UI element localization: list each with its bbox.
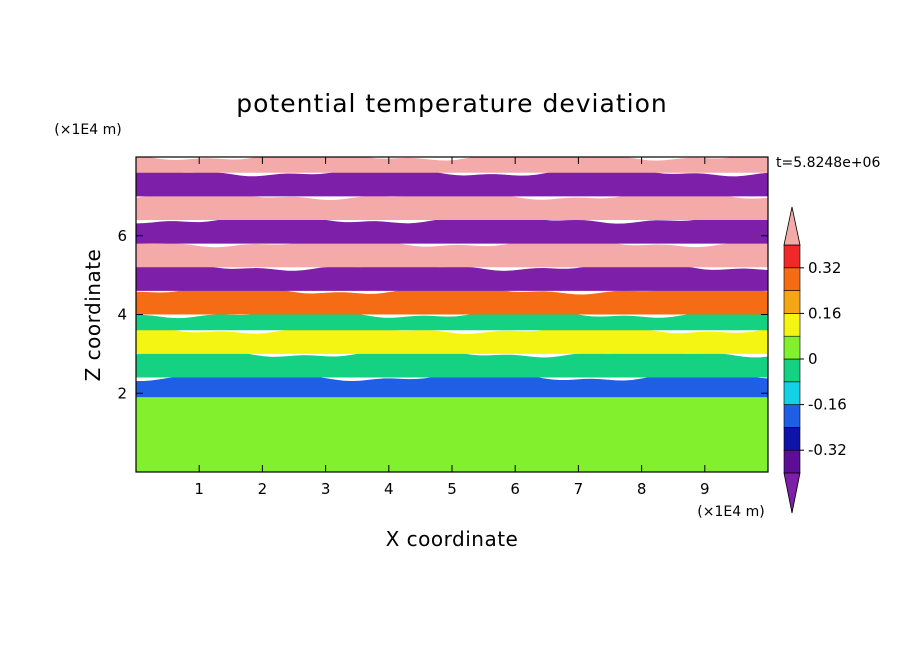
colorbar-bin — [783, 244, 801, 269]
colorbar-bin — [783, 335, 801, 360]
colorbar-bin — [783, 290, 801, 314]
field-layer — [136, 287, 768, 315]
colorbar-bin — [783, 313, 801, 337]
chart-title: potential temperature deviation — [236, 89, 667, 118]
field-layer — [136, 263, 768, 291]
axis-ticks: 1 2 3 4 5 6 7 8 9 2 4 6 — [117, 157, 768, 498]
colorbar-label: -0.32 — [808, 441, 847, 459]
field-layer — [136, 157, 768, 173]
colorbar-bin — [783, 404, 801, 428]
time-label: t=5.8248e+06 — [776, 155, 880, 171]
field-layer — [136, 216, 768, 244]
colorbar-bin — [783, 427, 801, 451]
x-tick-label: 5 — [447, 480, 457, 498]
colorbar-max-arrow — [783, 206, 801, 246]
colorbar-bin — [783, 381, 801, 405]
colorbar-bin — [783, 449, 801, 474]
field-layer — [136, 373, 768, 398]
y-axis-label: Z coordinate — [81, 249, 105, 382]
field-layer — [136, 350, 768, 378]
y-scale-label: (×1E4 m) — [54, 122, 121, 138]
x-tick-label: 1 — [194, 480, 204, 498]
x-tick-label: 7 — [574, 480, 584, 498]
field-layer — [136, 192, 768, 220]
x-tick-label: 3 — [321, 480, 331, 498]
field-layer — [136, 169, 768, 197]
x-scale-label: (×1E4 m) — [697, 504, 764, 520]
colorbar-bin — [783, 358, 801, 383]
colorbar-bin — [783, 267, 801, 291]
y-tick-label: 2 — [117, 384, 127, 402]
x-tick-label: 6 — [510, 480, 520, 498]
contour-field — [136, 157, 768, 472]
field-layer — [136, 240, 768, 268]
x-tick-label: 8 — [637, 480, 647, 498]
colorbar-label: 0.32 — [808, 259, 841, 277]
y-tick-label: 4 — [117, 306, 127, 324]
x-tick-label: 4 — [384, 480, 394, 498]
field-layer — [136, 326, 768, 354]
x-axis-label: X coordinate — [386, 527, 519, 551]
colorbar: 0.32 0.16 0 -0.16 -0.32 — [783, 206, 847, 514]
colorbar-label: 0.16 — [808, 304, 841, 322]
colorbar-label: -0.16 — [808, 396, 847, 414]
field-layer — [136, 310, 768, 331]
field-layer — [136, 397, 768, 472]
x-tick-label: 9 — [700, 480, 710, 498]
x-tick-label: 2 — [258, 480, 268, 498]
colorbar-label: 0 — [808, 350, 818, 368]
colorbar-min-arrow — [783, 472, 801, 514]
y-tick-label: 6 — [117, 227, 127, 245]
